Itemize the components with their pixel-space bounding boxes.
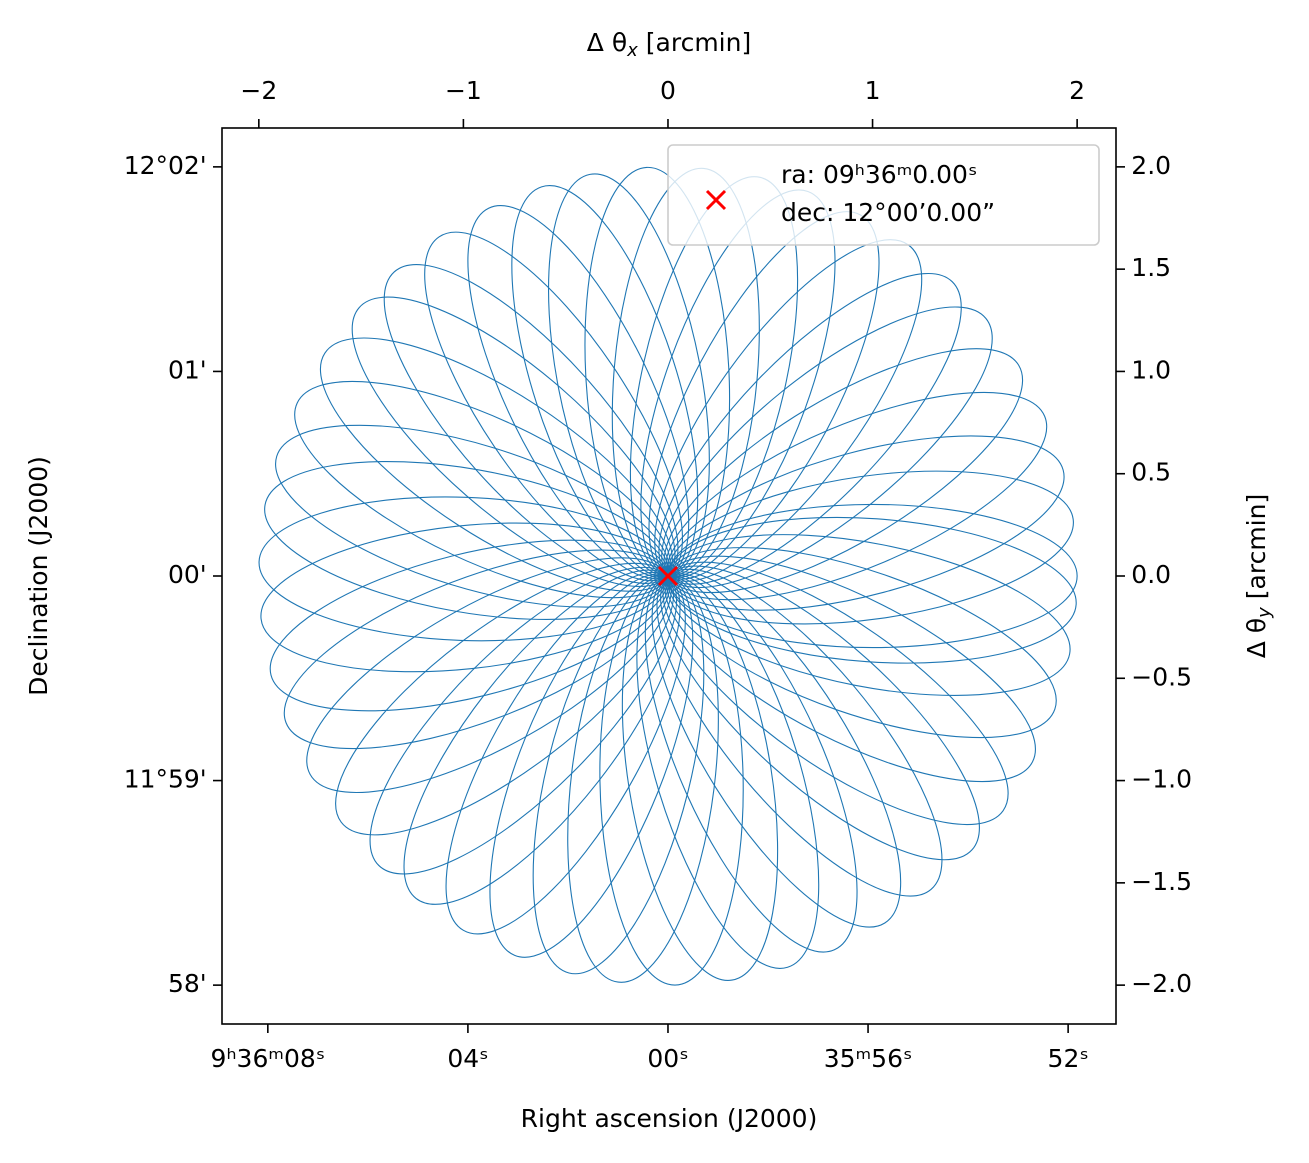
y2-tick-label: 0.0: [1131, 560, 1171, 589]
x-tick-label: 35ᵐ56ˢ: [824, 1044, 913, 1073]
y2-sub: y: [1254, 607, 1275, 619]
scan-loop: [667, 516, 1077, 664]
legend-marker: [705, 189, 727, 211]
x2-tick-label: 2: [1069, 76, 1085, 105]
y-tick-label: 12°02': [124, 151, 207, 180]
y-tick-label: 01': [168, 355, 207, 384]
scan-loop: [258, 496, 669, 642]
x2-sub: x: [626, 40, 638, 61]
legend-label: dec: 12°00’0.00”: [781, 198, 995, 227]
y-tick-label: 00': [168, 560, 207, 589]
y-tick-label: 11°59': [124, 765, 207, 794]
legend: ra: 09ʰ36ᵐ0.00ˢ dec: 12°00’0.00”: [667, 144, 1100, 246]
y2-tick-label: 2.0: [1131, 151, 1171, 180]
scan-loop: [294, 380, 671, 599]
scan-loop: [489, 573, 694, 958]
scan-loop: [666, 547, 1057, 739]
scan-loop: [283, 549, 671, 750]
y-tick-label: 58': [168, 969, 207, 998]
x2-tick-label: −2: [240, 76, 277, 105]
x2-tick-label: 0: [660, 76, 676, 105]
y2-tick-label: 0.5: [1131, 458, 1171, 487]
y2-tick-label: 1.0: [1131, 355, 1171, 384]
y-axis-title: Declination (J2000): [24, 456, 53, 696]
y2-tick-label: −2.0: [1131, 969, 1192, 998]
y2-tick-label: −1.0: [1131, 765, 1192, 794]
scan-loop: [644, 573, 858, 953]
y2-tick-label: −1.5: [1131, 867, 1192, 896]
scan-loop: [306, 557, 672, 794]
y2-unit: [arcmin]: [1242, 494, 1271, 599]
y2-tick-label: −0.5: [1131, 662, 1192, 691]
x2-unit: [arcmin]: [646, 28, 751, 57]
x-axis-title: Right ascension (J2000): [521, 1104, 818, 1133]
scan-loop: [660, 565, 980, 861]
scan-loop: [532, 574, 705, 975]
x2-axis-title: Δ θx [arcmin]: [587, 28, 751, 61]
center-marker: [657, 565, 679, 587]
x-tick-label: 00ˢ: [647, 1044, 688, 1073]
y2-tick-label: 1.5: [1131, 253, 1171, 282]
x2-symbol: Δ θ: [587, 28, 627, 57]
x-tick-label: 04ˢ: [447, 1044, 488, 1073]
scan-loop: [403, 569, 681, 905]
x2-tick-label: −1: [445, 76, 482, 105]
scan-loop: [599, 575, 744, 986]
scan-loop: [269, 539, 670, 712]
legend-box: [667, 144, 1100, 246]
scan-loop: [666, 435, 1065, 611]
y2-symbol: Δ θ: [1242, 618, 1271, 658]
x2-tick-label: 1: [865, 76, 881, 105]
scan-loop: [636, 574, 820, 969]
x-tick-label: 52ˢ: [1048, 1044, 1089, 1073]
legend-label: ra: 09ʰ36ᵐ0.00ˢ: [781, 160, 977, 189]
scan-loop: [662, 561, 1009, 826]
y2-axis-title: Δ θy [arcmin]: [1242, 494, 1275, 658]
x-tick-label: 9ʰ36ᵐ08ˢ: [211, 1044, 326, 1073]
